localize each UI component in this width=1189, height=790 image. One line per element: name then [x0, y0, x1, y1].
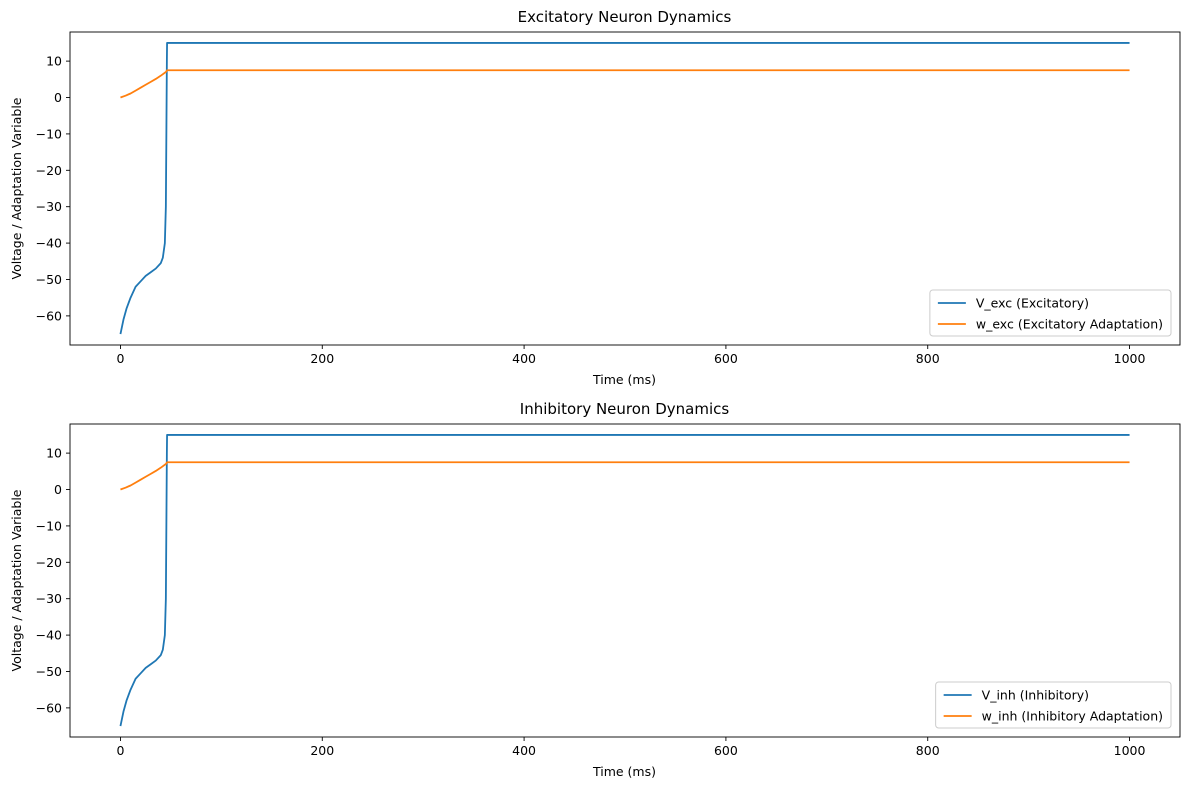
x-tick-label: 400 [512, 743, 536, 758]
chart-excitatory: Excitatory Neuron Dynamics Time (ms) Vol… [9, 8, 1181, 387]
legend-box [935, 681, 1172, 729]
y-tick-label: −10 [36, 126, 62, 141]
y-axis-label: Voltage / Adaptation Variable [9, 97, 24, 279]
y-tick-label: −50 [36, 272, 62, 287]
series-line [120, 69, 1130, 99]
legend-entry: w_inh (Inhibitory Adaptation) [982, 709, 1163, 724]
legend-box [929, 289, 1172, 337]
y-axis-label: Voltage / Adaptation Variable [9, 489, 24, 671]
x-tick-label: 600 [714, 743, 738, 758]
chart-inhibitory: Inhibitory Neuron Dynamics Time (ms) Vol… [9, 400, 1181, 779]
y-tick-label: −30 [36, 591, 62, 606]
x-tick-label: 1000 [1114, 743, 1146, 758]
x-tick-label: 0 [116, 351, 124, 366]
x-tick-label: 400 [512, 351, 536, 366]
legend-entry: w_exc (Excitatory Adaptation) [976, 317, 1163, 332]
series-line [120, 461, 1130, 491]
series-line [119, 42, 1130, 335]
x-axis-label: Time (ms) [592, 372, 656, 387]
x-tick-label: 800 [916, 743, 940, 758]
y-tick-label: −10 [36, 518, 62, 533]
x-axis-label: Time (ms) [592, 764, 656, 779]
series-line [119, 434, 1130, 727]
chart-title: Inhibitory Neuron Dynamics [520, 400, 730, 418]
y-tick-label: −30 [36, 199, 62, 214]
legend-entry: V_exc (Excitatory) [976, 296, 1089, 311]
legend-entry: V_inh (Inhibitory) [982, 688, 1089, 703]
y-tick-label: 0 [54, 90, 62, 105]
x-tick-label: 800 [916, 351, 940, 366]
x-tick-label: 200 [310, 743, 334, 758]
y-tick-label: −60 [36, 700, 62, 715]
legend: V_inh (Inhibitory) w_inh (Inhibitory Adap… [935, 681, 1172, 729]
chart-title: Excitatory Neuron Dynamics [518, 8, 732, 26]
x-tick-label: 0 [116, 743, 124, 758]
y-tick-label: −40 [36, 236, 62, 251]
y-tick-label: −20 [36, 555, 62, 570]
y-tick-label: −60 [36, 308, 62, 323]
x-tick-label: 600 [714, 351, 738, 366]
plot-frame [69, 423, 1181, 738]
y-tick-label: −50 [36, 664, 62, 679]
y-tick-label: 10 [46, 54, 62, 69]
y-tick-label: 10 [46, 446, 62, 461]
y-tick-label: −20 [36, 163, 62, 178]
y-tick-label: −40 [36, 628, 62, 643]
x-tick-label: 1000 [1114, 351, 1146, 366]
plot-frame [69, 31, 1181, 346]
x-tick-label: 200 [310, 351, 334, 366]
legend: V_exc (Excitatory) w_exc (Excitatory Adap… [929, 289, 1172, 337]
y-tick-label: 0 [54, 482, 62, 497]
